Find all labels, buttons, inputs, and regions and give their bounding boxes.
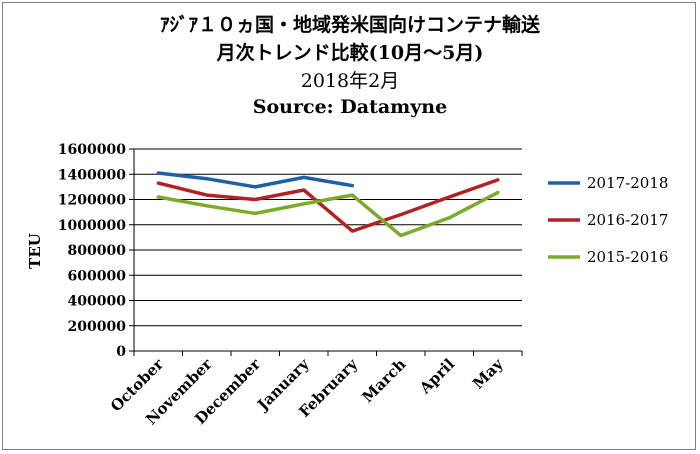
legend-label: 2017-2018: [587, 174, 668, 192]
x-tick-label: April: [415, 355, 458, 398]
series-line-1: [156, 178, 500, 233]
y-tick-label: 1400000: [58, 167, 126, 183]
y-tick-label: 0: [116, 344, 126, 360]
y-axis-label: TEU: [26, 233, 44, 269]
chart-frame: [2, 2, 696, 450]
y-tick-label: 1000000: [58, 218, 126, 234]
series-line-2: [156, 190, 500, 238]
legend-label: 2016-2017: [587, 211, 668, 229]
y-tick-label: 600000: [68, 268, 127, 284]
y-tick-label: 800000: [68, 243, 127, 259]
chart-title-line-2: 月次トレンド比較(10月～5月): [216, 42, 484, 64]
y-tick-label: 200000: [68, 319, 127, 335]
series-line-0: [156, 171, 355, 189]
y-tick-label: 1200000: [58, 193, 126, 209]
chart-source-line: Source: Datamyne: [252, 96, 448, 118]
series-lines: [156, 171, 500, 238]
y-tick-label: 400000: [68, 294, 127, 310]
x-tick-label: May: [469, 354, 507, 392]
x-tick-label: March: [358, 355, 409, 406]
y-axis: 0 200000 400000 600000 800000 1000000 1200000 1…: [58, 142, 135, 360]
grid-lines: [134, 148, 522, 352]
legend-label: 2015-2016: [587, 248, 668, 266]
y-tick-label: 1600000: [58, 142, 126, 158]
legend: 2017-2018 2016-2017 2015-2016: [548, 174, 668, 266]
x-axis: OctoberNovemberDecemberJanuaryFebruaryMa…: [107, 351, 523, 428]
chart-title-line-1: ｱｼﾞｱ１０ヵ国・地域発米国向けコンテナ輸送: [159, 14, 540, 36]
chart-title-line-3: 2018年2月: [300, 70, 400, 92]
